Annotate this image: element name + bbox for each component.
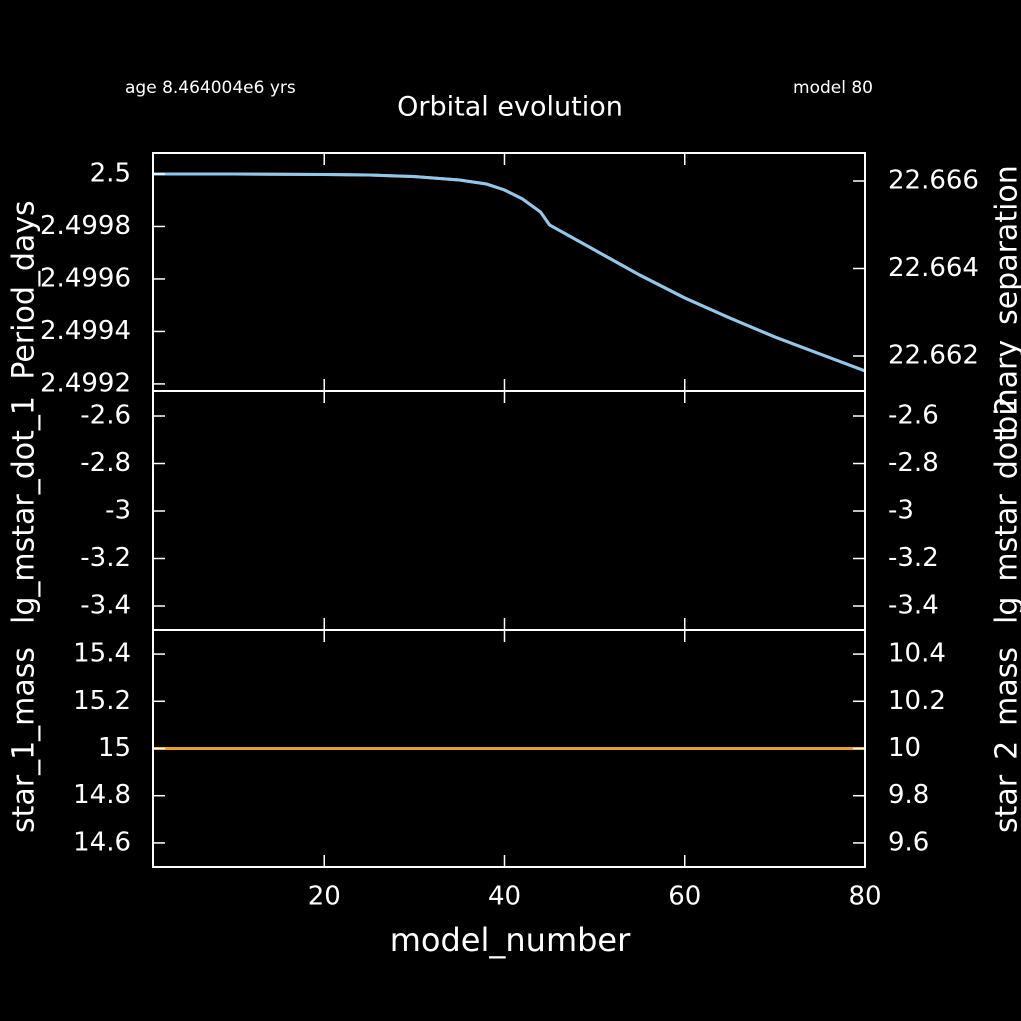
y-tick-label: 2.4992 xyxy=(40,368,131,398)
y-tick-label: -3 xyxy=(105,496,131,526)
y-axis-label: Period_days xyxy=(7,200,42,379)
model-label: model 80 xyxy=(793,78,873,98)
x-tick-label: 40 xyxy=(488,882,521,912)
chart-title: Orbital evolution xyxy=(397,92,623,123)
y2-tick-label: -3 xyxy=(888,496,914,526)
y2-tick-label: -2.8 xyxy=(888,448,939,478)
y2-tick-label: -3.4 xyxy=(888,591,939,621)
y2-axis-label: binary_separation xyxy=(990,165,1021,435)
y-tick-label: 15.2 xyxy=(73,686,131,716)
y2-tick-label: 22.664 xyxy=(888,253,979,283)
y-tick-label: 15 xyxy=(98,733,131,763)
y2-tick-label: -3.2 xyxy=(888,543,939,573)
y2-tick-label: 9.8 xyxy=(888,780,929,810)
y2-axis-label: star_2_mass xyxy=(990,647,1021,833)
y-tick-label: -2.8 xyxy=(80,448,131,478)
y2-tick-label: 10 xyxy=(888,733,921,763)
y-tick-label: -3.4 xyxy=(80,591,131,621)
y-tick-label: 14.8 xyxy=(73,780,131,810)
series-line xyxy=(153,172,865,373)
y-tick-label: -2.6 xyxy=(80,401,131,431)
y2-tick-label: 22.662 xyxy=(888,341,979,371)
x-tick-label: 80 xyxy=(848,882,881,912)
x-axis-label: model_number xyxy=(390,921,631,959)
y-tick-label: 2.4994 xyxy=(40,316,131,346)
y2-tick-label: 9.6 xyxy=(888,827,929,857)
y-tick-label: -3.2 xyxy=(80,543,131,573)
y-tick-label: 2.5 xyxy=(90,158,131,188)
y-tick-label: 2.4996 xyxy=(40,263,131,293)
y2-tick-label: -2.6 xyxy=(888,401,939,431)
y2-tick-label: 10.4 xyxy=(888,639,946,669)
y-tick-label: 14.6 xyxy=(73,827,131,857)
x-tick-label: 20 xyxy=(308,882,341,912)
y2-tick-label: 10.2 xyxy=(888,686,946,716)
y2-axis-label: lg_mstar_dot_2 xyxy=(990,396,1021,624)
x-tick-label: 60 xyxy=(668,882,701,912)
age-label: age 8.464004e6 yrs xyxy=(125,78,296,98)
y-tick-label: 2.4998 xyxy=(40,211,131,241)
y2-tick-label: 22.666 xyxy=(888,166,979,196)
y-tick-label: 15.4 xyxy=(73,639,131,669)
y-axis-label: lg_mstar_dot_1 xyxy=(7,396,42,624)
y-axis-label: star_1_mass xyxy=(7,647,42,833)
